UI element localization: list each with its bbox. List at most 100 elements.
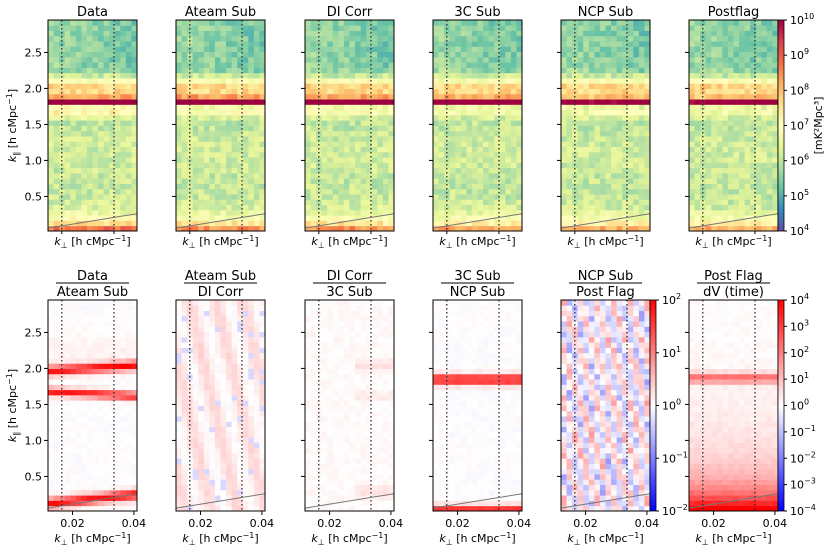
top-cell-0-8-7 bbox=[86, 183, 93, 190]
top-cell-3-13-13 bbox=[505, 157, 512, 163]
top-cell-0-38-0 bbox=[48, 25, 54, 31]
bottom-cell-1-7-14 bbox=[253, 468, 260, 475]
bottom-cell-0-1-14 bbox=[125, 500, 132, 507]
top-cell-3-20-5 bbox=[460, 120, 467, 126]
top-cell-1-23-13 bbox=[248, 104, 255, 111]
top-cell-2-9-4 bbox=[327, 178, 334, 184]
top-cell-2-17-9 bbox=[355, 136, 362, 142]
top-cell-4-17-10 bbox=[616, 136, 623, 142]
top-cell-4-37-6 bbox=[594, 30, 601, 37]
top-panel-title-0: Data bbox=[77, 5, 108, 20]
bottom-cell-1-21-8 bbox=[220, 394, 227, 401]
top-cell-0-34-0 bbox=[48, 46, 54, 53]
top-cell-0-25-8 bbox=[92, 93, 99, 100]
top-cell-3-6-13 bbox=[505, 194, 512, 200]
top-cell-0-27-10 bbox=[103, 83, 110, 89]
top-cell-1-5-11 bbox=[237, 199, 244, 206]
top-cell-0-34-11 bbox=[109, 46, 116, 53]
top-cell-0-20-5 bbox=[75, 120, 82, 126]
top-cell-4-15-10 bbox=[616, 146, 623, 153]
top-cell-3-31-8 bbox=[477, 62, 484, 68]
top-cell-1-31-3 bbox=[192, 62, 199, 68]
top-cell-0-39-11 bbox=[109, 20, 116, 26]
top-cell-4-38-0 bbox=[561, 25, 567, 31]
top-cell-2-7-1 bbox=[310, 188, 317, 195]
top-cell-4-4-12 bbox=[627, 204, 634, 211]
bottom-cell-0-23-14 bbox=[125, 384, 132, 391]
bottom-cell-0-13-11 bbox=[109, 437, 116, 443]
top-cell-2-32-11 bbox=[366, 56, 373, 63]
top-cell-0-6-13 bbox=[120, 194, 127, 200]
bottom-cell-1-9-14 bbox=[253, 458, 260, 464]
top-cell-1-30-6 bbox=[209, 67, 216, 74]
bottom-cell-0-8-4 bbox=[70, 463, 77, 470]
top-cell-4-3-10 bbox=[616, 209, 623, 216]
bottom-cell-1-10-6 bbox=[209, 452, 216, 459]
bottom-cell-0-20-15 bbox=[131, 400, 138, 406]
bottom-cell-0-12-6 bbox=[81, 442, 88, 449]
top-cell-1-19-1 bbox=[181, 125, 188, 132]
top-cell-2-3-14 bbox=[382, 209, 389, 216]
top-cell-0-37-8 bbox=[92, 30, 99, 37]
top-cell-5-11-11 bbox=[750, 167, 757, 174]
top-cell-3-22-3 bbox=[449, 109, 456, 116]
top-cell-5-20-14 bbox=[766, 120, 773, 126]
top-cell-5-32-0 bbox=[689, 56, 695, 63]
top-cell-1-22-0 bbox=[176, 109, 182, 116]
top-cell-5-15-7 bbox=[727, 146, 734, 153]
bottom-cell-0-27-8 bbox=[92, 363, 99, 369]
top-cell-1-20-4 bbox=[198, 120, 205, 126]
top-cell-5-3-3 bbox=[705, 209, 712, 216]
top-cell-1-24-5 bbox=[203, 99, 210, 105]
top-cell-5-0-5 bbox=[716, 225, 723, 232]
bottom-cell-0-38-3 bbox=[64, 305, 71, 311]
top-cell-4-31-4 bbox=[583, 62, 590, 68]
top-cell-2-6-13 bbox=[377, 194, 384, 200]
bottom-cell-0-3-11 bbox=[109, 489, 116, 496]
top-cell-5-4-5 bbox=[716, 204, 723, 211]
top-cell-4-10-6 bbox=[594, 172, 601, 179]
top-cell-1-6-3 bbox=[192, 194, 199, 200]
top-cell-1-15-0 bbox=[176, 146, 182, 153]
top-cell-1-15-6 bbox=[209, 146, 216, 153]
top-cell-0-2-7 bbox=[86, 215, 93, 221]
top-cell-0-17-5 bbox=[75, 136, 82, 142]
top-cell-0-2-1 bbox=[53, 215, 60, 221]
top-cell-5-10-7 bbox=[727, 172, 734, 179]
bottom-cell-1-10-10 bbox=[231, 452, 238, 459]
bottom-cell-0-1-12 bbox=[114, 500, 121, 507]
top-cell-2-7-15 bbox=[388, 188, 395, 195]
top-cell-4-38-12 bbox=[627, 25, 634, 31]
top-cell-5-39-15 bbox=[772, 20, 779, 26]
top-cell-4-29-14 bbox=[638, 72, 645, 79]
bottom-cell-0-7-8 bbox=[92, 468, 99, 475]
top-cell-2-7-0 bbox=[305, 188, 311, 195]
top-cell-1-36-9 bbox=[226, 35, 233, 42]
top-cell-4-15-8 bbox=[605, 146, 612, 153]
top-cell-2-18-9 bbox=[355, 130, 362, 137]
top-cell-4-28-11 bbox=[622, 78, 629, 84]
top-cell-1-36-2 bbox=[187, 35, 194, 42]
top-cell-2-21-3 bbox=[321, 114, 328, 121]
top-cell-2-2-12 bbox=[371, 215, 378, 221]
top-cell-0-16-6 bbox=[81, 141, 88, 147]
top-cell-0-5-2 bbox=[59, 199, 66, 206]
bottom-cell-1-17-12 bbox=[242, 416, 249, 422]
bottom-cell-1-12-7 bbox=[214, 442, 221, 449]
top-cell-2-2-5 bbox=[332, 215, 339, 221]
bottom-cell-0-8-5 bbox=[75, 463, 82, 470]
top-cell-2-33-15 bbox=[388, 51, 395, 58]
bottom-cell-1-3-0 bbox=[176, 489, 182, 496]
top-cell-4-34-12 bbox=[627, 46, 634, 53]
top-cell-5-11-10 bbox=[744, 167, 751, 174]
bottom-cell-0-25-5 bbox=[75, 373, 82, 380]
top-cell-2-39-9 bbox=[355, 20, 362, 26]
top-cell-1-19-10 bbox=[231, 125, 238, 132]
top-cell-5-9-0 bbox=[689, 178, 695, 184]
bottom-cell-0-34-14 bbox=[125, 326, 132, 333]
bottom-cell-1-16-6 bbox=[209, 421, 216, 427]
bottom-cell-1-14-9 bbox=[226, 431, 233, 438]
top-cell-1-9-13 bbox=[248, 178, 255, 184]
top-cell-2-7-12 bbox=[371, 188, 378, 195]
top-cell-3-27-15 bbox=[516, 83, 523, 89]
